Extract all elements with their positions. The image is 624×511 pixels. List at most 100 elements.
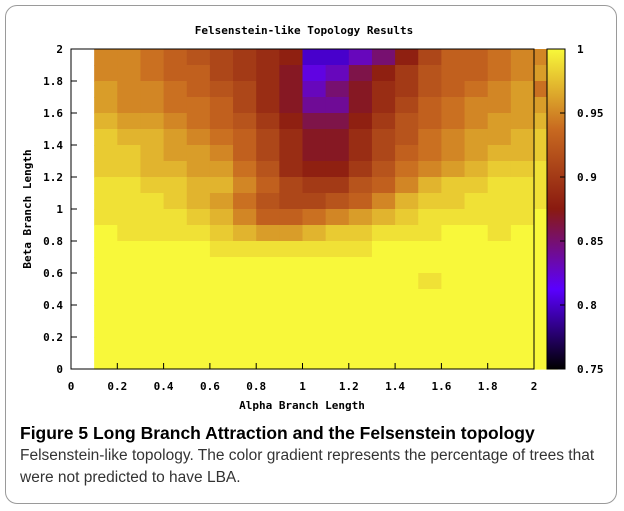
colorbar-tick-label: 0.85 xyxy=(577,235,604,248)
heatmap-cell xyxy=(117,257,142,274)
heatmap-cell xyxy=(510,161,535,178)
heatmap-cell xyxy=(302,161,327,178)
heatmap-cell xyxy=(140,145,165,162)
heatmap-cell xyxy=(418,129,442,146)
heatmap-cell xyxy=(441,177,466,194)
heatmap-cell xyxy=(510,337,535,354)
heatmap-cell xyxy=(233,241,257,258)
heatmap-cell xyxy=(163,225,188,242)
heatmap-cell xyxy=(418,81,442,98)
heatmap-cell xyxy=(302,305,327,322)
heatmap-cell xyxy=(302,97,327,114)
heatmap-cell xyxy=(94,97,118,114)
heatmap-cell xyxy=(464,97,489,114)
heatmap-cell xyxy=(302,65,327,82)
heatmap-cells xyxy=(94,49,558,370)
heatmap-cell xyxy=(464,145,489,162)
heatmap-cell xyxy=(395,273,419,290)
heatmap-cell xyxy=(441,113,466,130)
heatmap-cell xyxy=(441,225,466,242)
heatmap-cell xyxy=(209,129,234,146)
heatmap-cell xyxy=(279,273,304,290)
heatmap-cell xyxy=(464,305,489,322)
heatmap-cell xyxy=(163,193,188,210)
heatmap-cell xyxy=(163,337,188,354)
heatmap-cell xyxy=(256,289,280,306)
heatmap-cell xyxy=(279,337,304,354)
heatmap-cell xyxy=(163,161,188,178)
heatmap-cell xyxy=(163,65,188,82)
heatmap-cell xyxy=(510,225,535,242)
heatmap-cell xyxy=(302,145,327,162)
heatmap-cell xyxy=(348,241,373,258)
heatmap-cell xyxy=(395,193,419,210)
heatmap-cell xyxy=(117,289,142,306)
heatmap-cell xyxy=(348,337,373,354)
heatmap-cell xyxy=(256,353,280,370)
heatmap-cell xyxy=(163,353,188,370)
heatmap-cell xyxy=(371,145,396,162)
heatmap-cell xyxy=(140,337,165,354)
heatmap-cell xyxy=(163,289,188,306)
heatmap-cell xyxy=(418,257,442,274)
heatmap-cell xyxy=(487,129,512,146)
heatmap-cell xyxy=(371,49,396,66)
heatmap-cell xyxy=(163,113,188,130)
heatmap-cell xyxy=(371,81,396,98)
heatmap-cell xyxy=(209,321,234,338)
heatmap-cell xyxy=(441,209,466,226)
y-axis-ticks: 0 0.2 0.4 0.6 0.8 1 1.2 1.4 1.6 1.8 2 xyxy=(43,43,77,376)
heatmap-cell xyxy=(186,161,211,178)
x-tick-label: 1.2 xyxy=(339,380,359,393)
heatmap-cell xyxy=(256,145,280,162)
heatmap-cell xyxy=(256,161,280,178)
heatmap-cell xyxy=(186,65,211,82)
heatmap-cell xyxy=(418,145,442,162)
heatmap-cell xyxy=(395,321,419,338)
heatmap-cell xyxy=(279,257,304,274)
heatmap-cell xyxy=(348,273,373,290)
heatmap-cell xyxy=(487,81,512,98)
heatmap-cell xyxy=(302,337,327,354)
colorbar-ticks: 0.75 0.8 0.85 0.9 0.95 1 xyxy=(560,43,604,376)
y-tick-label: 2 xyxy=(56,43,63,56)
heatmap-cell xyxy=(209,113,234,130)
heatmap-cell xyxy=(256,241,280,258)
heatmap-cell xyxy=(348,257,373,274)
heatmap-cell xyxy=(233,209,257,226)
heatmap-cell xyxy=(302,193,327,210)
heatmap-cell xyxy=(186,129,211,146)
heatmap-cell xyxy=(256,321,280,338)
heatmap-cell xyxy=(441,305,466,322)
heatmap-cell xyxy=(510,129,535,146)
heatmap-cell xyxy=(233,161,257,178)
heatmap-cell xyxy=(371,241,396,258)
heatmap-cell xyxy=(325,49,350,66)
heatmap-cell xyxy=(233,257,257,274)
heatmap-cell xyxy=(140,177,165,194)
y-tick-label: 1.6 xyxy=(43,107,63,120)
heatmap-cell xyxy=(117,49,142,66)
heatmap-cell xyxy=(256,225,280,242)
heatmap-cell xyxy=(117,241,142,258)
heatmap-cell xyxy=(279,65,304,82)
heatmap-cell xyxy=(163,97,188,114)
heatmap-cell xyxy=(487,353,512,370)
figure-panel: Felsenstein-like Topology Results 0 0.2 0.… xyxy=(5,5,617,504)
heatmap-cell xyxy=(348,289,373,306)
heatmap-cell xyxy=(348,49,373,66)
heatmap-cell xyxy=(348,193,373,210)
x-tick-label: 0.2 xyxy=(107,380,127,393)
x-tick-label: 0.6 xyxy=(200,380,220,393)
heatmap-cell xyxy=(186,289,211,306)
heatmap-cell xyxy=(371,129,396,146)
x-tick-label: 0.8 xyxy=(246,380,266,393)
heatmap-cell xyxy=(186,209,211,226)
heatmap-cell xyxy=(325,273,350,290)
heatmap-cell xyxy=(487,145,512,162)
x-axis-label: Alpha Branch Length xyxy=(239,399,365,412)
heatmap-cell xyxy=(163,49,188,66)
heatmap-cell xyxy=(302,225,327,242)
heatmap-cell xyxy=(395,257,419,274)
heatmap-cell xyxy=(209,161,234,178)
